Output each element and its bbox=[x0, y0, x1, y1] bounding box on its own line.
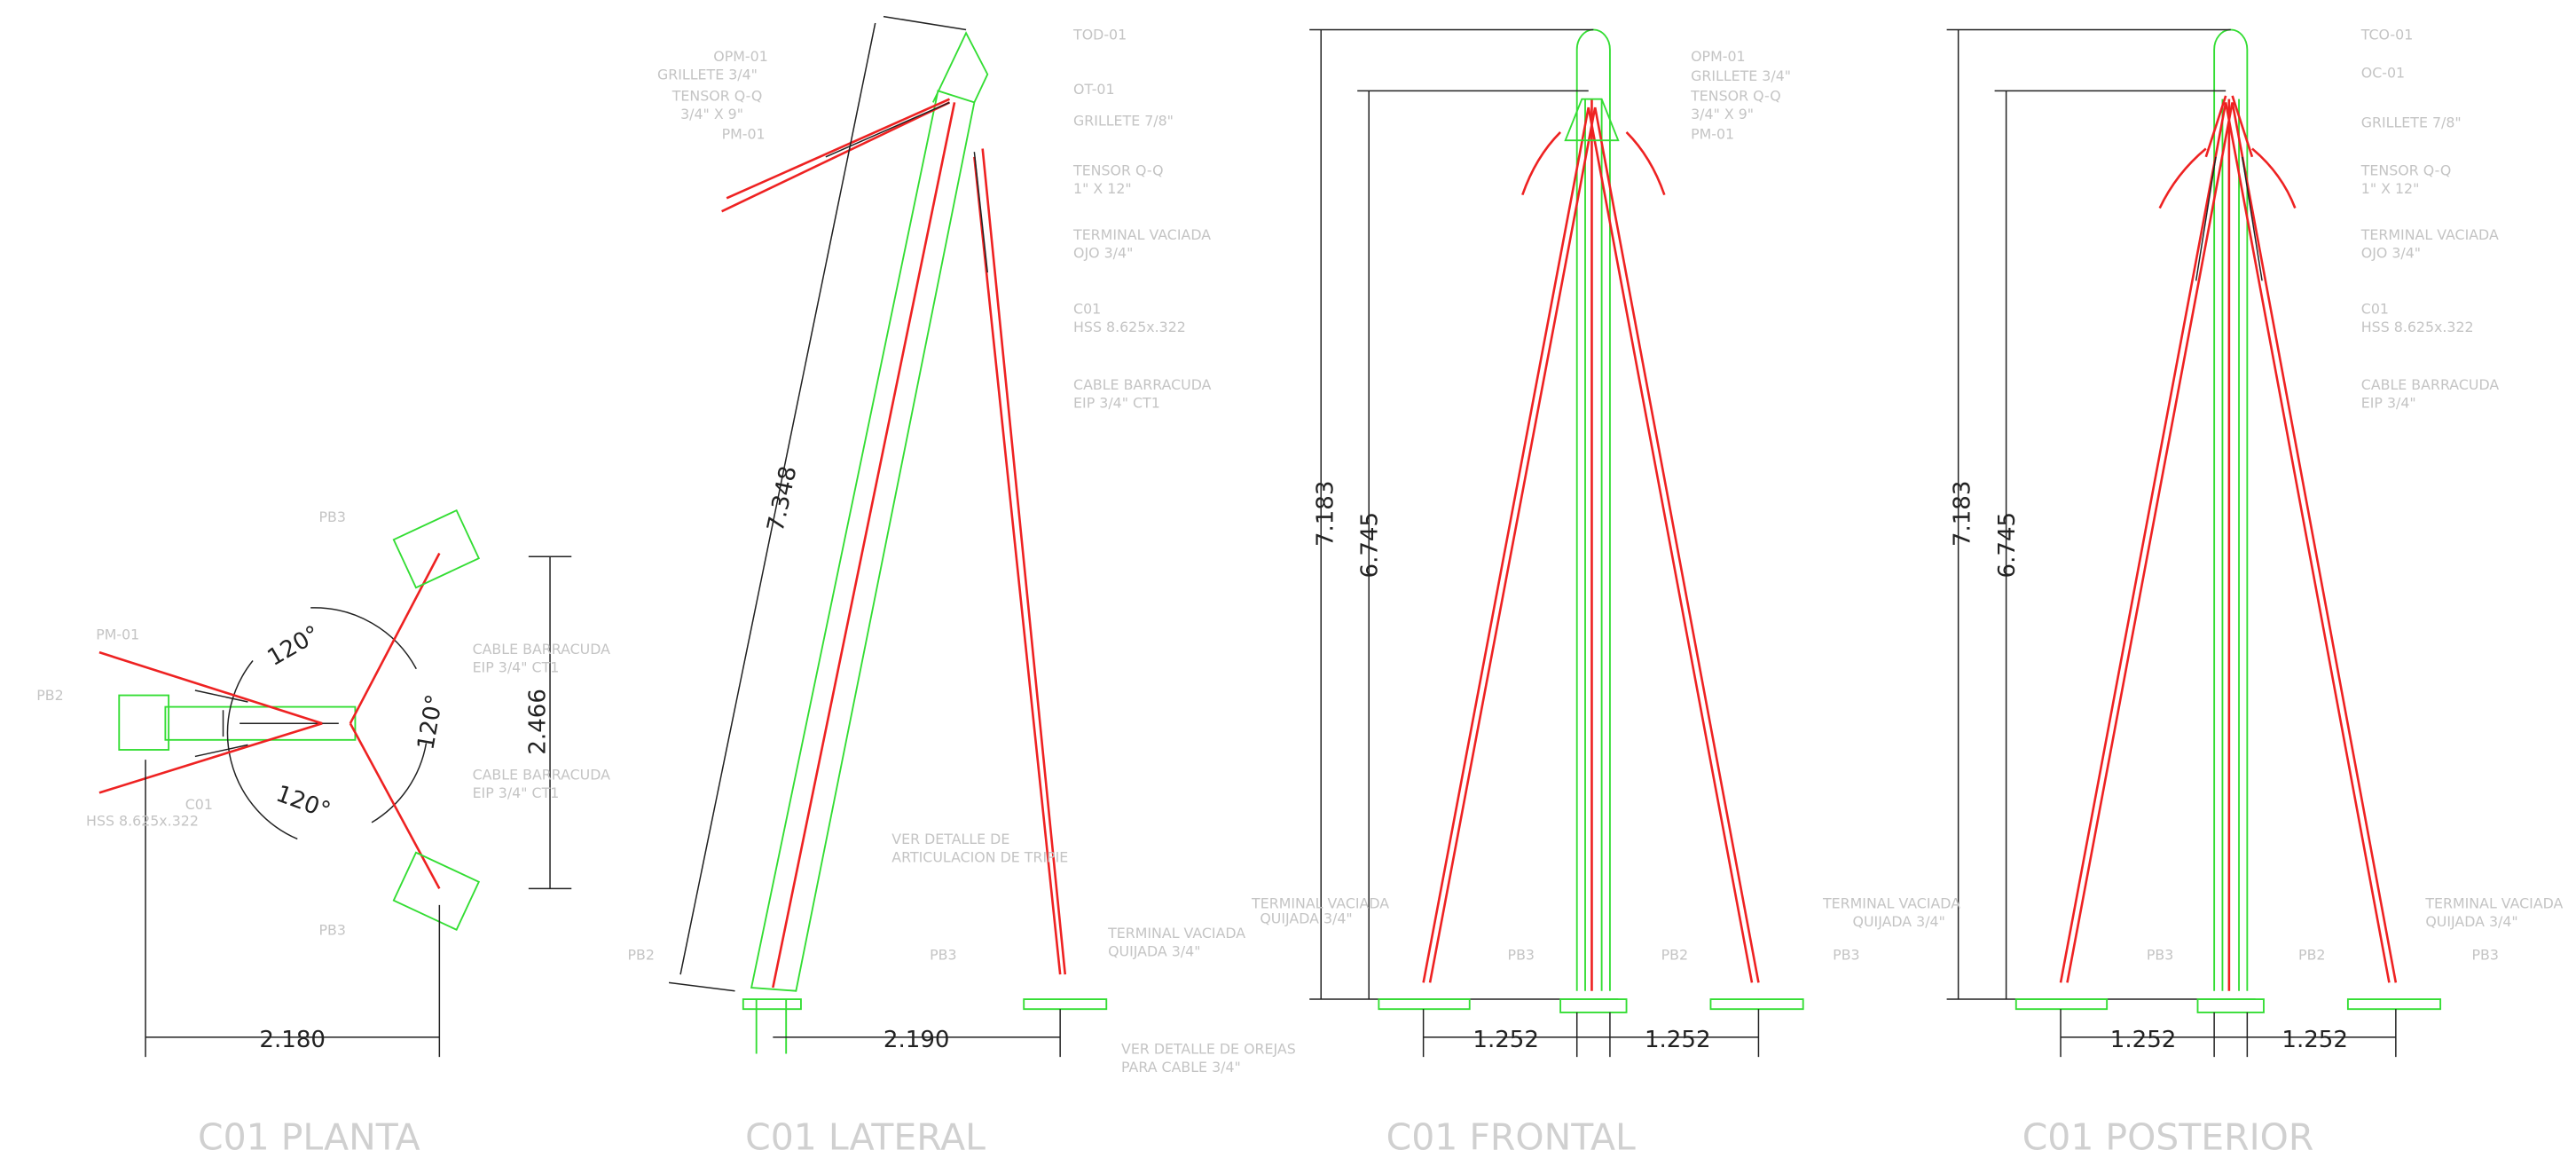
callout-label: VER DETALLE DE OREJAS bbox=[1121, 1040, 1296, 1057]
callout-label: CABLE BARRACUDA bbox=[2361, 376, 2500, 393]
dimension-text: 2.466 bbox=[524, 689, 551, 755]
view-title: C01 FRONTAL bbox=[1386, 1115, 1636, 1158]
dimension-text: 7.183 bbox=[1950, 481, 1976, 548]
callout-label: 1" X 12" bbox=[1073, 180, 1132, 197]
lateral-geometry bbox=[668, 15, 1108, 1058]
callout-label: PM-01 bbox=[96, 626, 139, 642]
callout-label: TERMINAL VACIADA bbox=[1072, 226, 1211, 243]
callout-label: PB3 bbox=[1508, 946, 1535, 963]
callout-label: TENSOR Q-Q bbox=[1690, 88, 1781, 105]
angle-text: 120° bbox=[263, 621, 325, 672]
callout-label: EIP 3/4" CT1 bbox=[473, 784, 560, 801]
callout-label: GRILLETE 7/8" bbox=[2361, 114, 2462, 130]
callout-label: PB2 bbox=[1661, 946, 1688, 963]
callout-label: TERMINAL VACIADA bbox=[2424, 895, 2563, 912]
dimension-text: 7.183 bbox=[1312, 481, 1339, 548]
callout-label: EIP 3/4" bbox=[2361, 395, 2416, 412]
callout-label: VER DETALLE DE bbox=[891, 831, 1009, 847]
callout-label: TENSOR Q-Q bbox=[1072, 162, 1164, 178]
dimension-text: 6.745 bbox=[1357, 512, 1384, 579]
callout-label: TERMINAL VACIADA bbox=[1107, 925, 1245, 941]
frontal-geometry bbox=[1309, 28, 1804, 1058]
callout-label: TCO-01 bbox=[2360, 27, 2414, 43]
callout-label: CABLE BARRACUDA bbox=[473, 766, 611, 783]
callout-label: PARA CABLE 3/4" bbox=[1121, 1059, 1241, 1075]
dimension-text: 1.252 bbox=[1645, 1027, 1711, 1053]
callout-label: PB2 bbox=[36, 687, 63, 704]
callout-label: GRILLETE 3/4" bbox=[657, 66, 758, 83]
view-title: C01 LATERAL bbox=[745, 1115, 986, 1158]
callout-label: HSS 8.625x.322 bbox=[86, 813, 199, 830]
dimension-text: 2.180 bbox=[259, 1027, 326, 1053]
angle-text: 120° bbox=[272, 781, 334, 825]
dimension-text: 1.252 bbox=[1473, 1027, 1539, 1053]
callout-label: EIP 3/4" CT1 bbox=[473, 659, 560, 676]
callout-label: PM-01 bbox=[722, 125, 766, 142]
angle-text: 120° bbox=[412, 692, 448, 752]
callout-label: TERMINAL VACIADA bbox=[1251, 895, 1389, 912]
callout-label: CABLE BARRACUDA bbox=[1073, 376, 1212, 393]
callout-label: QUIJADA 3/4" bbox=[1260, 910, 1352, 926]
callout-label: TENSOR Q-Q bbox=[671, 88, 763, 105]
callout-label: PM-01 bbox=[1691, 125, 1734, 142]
callout-label: QUIJADA 3/4" bbox=[1108, 943, 1200, 960]
callout-label: GRILLETE 3/4" bbox=[1691, 67, 1791, 84]
callout-label: PB3 bbox=[2147, 946, 2173, 963]
dimension-text: 7.348 bbox=[763, 464, 803, 534]
callout-label: EIP 3/4" CT1 bbox=[1073, 395, 1160, 412]
callout-label: OJO 3/4" bbox=[2361, 244, 2421, 261]
callout-label: PB3 bbox=[1833, 946, 1859, 963]
callout-label: 3/4" X 9" bbox=[680, 106, 743, 122]
callout-label: OC-01 bbox=[2361, 64, 2405, 81]
callout-label: HSS 8.625x.322 bbox=[2361, 319, 2474, 335]
callout-label: QUIJADA 3/4" bbox=[2425, 913, 2517, 930]
callout-label: C01 bbox=[2361, 301, 2389, 318]
dimension-text: 2.190 bbox=[884, 1027, 950, 1053]
callout-label: GRILLETE 7/8" bbox=[1073, 112, 1174, 129]
callout-label: PB2 bbox=[628, 946, 655, 963]
callout-label: TENSOR Q-Q bbox=[2360, 162, 2452, 178]
callout-label: C01 bbox=[185, 796, 213, 813]
planta-geometry bbox=[98, 508, 572, 1058]
callout-label: HSS 8.625x.322 bbox=[1073, 319, 1186, 335]
callout-label: PB2 bbox=[2298, 946, 2325, 963]
callout-label: PB3 bbox=[318, 508, 345, 525]
callout-label: OT-01 bbox=[1073, 81, 1114, 98]
callout-label: PB3 bbox=[930, 946, 956, 963]
callout-label: PB3 bbox=[2471, 946, 2498, 963]
callout-label: OPM-01 bbox=[713, 48, 767, 65]
view-title: C01 PLANTA bbox=[198, 1115, 420, 1158]
callout-label: C01 bbox=[1073, 301, 1101, 318]
callout-label: PB3 bbox=[318, 921, 345, 938]
callout-label: 1" X 12" bbox=[2361, 180, 2420, 197]
callout-label: OJO 3/4" bbox=[1073, 244, 1133, 261]
dimension-text: 1.252 bbox=[2110, 1027, 2177, 1053]
dimension-text: 6.745 bbox=[1994, 512, 2021, 579]
callout-label: TERMINAL VACIADA bbox=[2360, 226, 2499, 243]
callout-label: TERMINAL VACIADA bbox=[1822, 895, 1960, 912]
callout-label: CABLE BARRACUDA bbox=[473, 641, 611, 658]
callout-label: OPM-01 bbox=[1691, 48, 1745, 65]
callout-label: TOD-01 bbox=[1072, 27, 1127, 43]
dimension-text: 1.252 bbox=[2281, 1027, 2348, 1053]
callout-label: QUIJADA 3/4" bbox=[1853, 913, 1945, 930]
posterior-geometry bbox=[1946, 28, 2442, 1058]
callout-label: ARTICULACION DE TRIPIE bbox=[891, 849, 1068, 866]
view-title: C01 POSTERIOR bbox=[2022, 1115, 2314, 1158]
callout-label: 3/4" X 9" bbox=[1691, 106, 1754, 122]
